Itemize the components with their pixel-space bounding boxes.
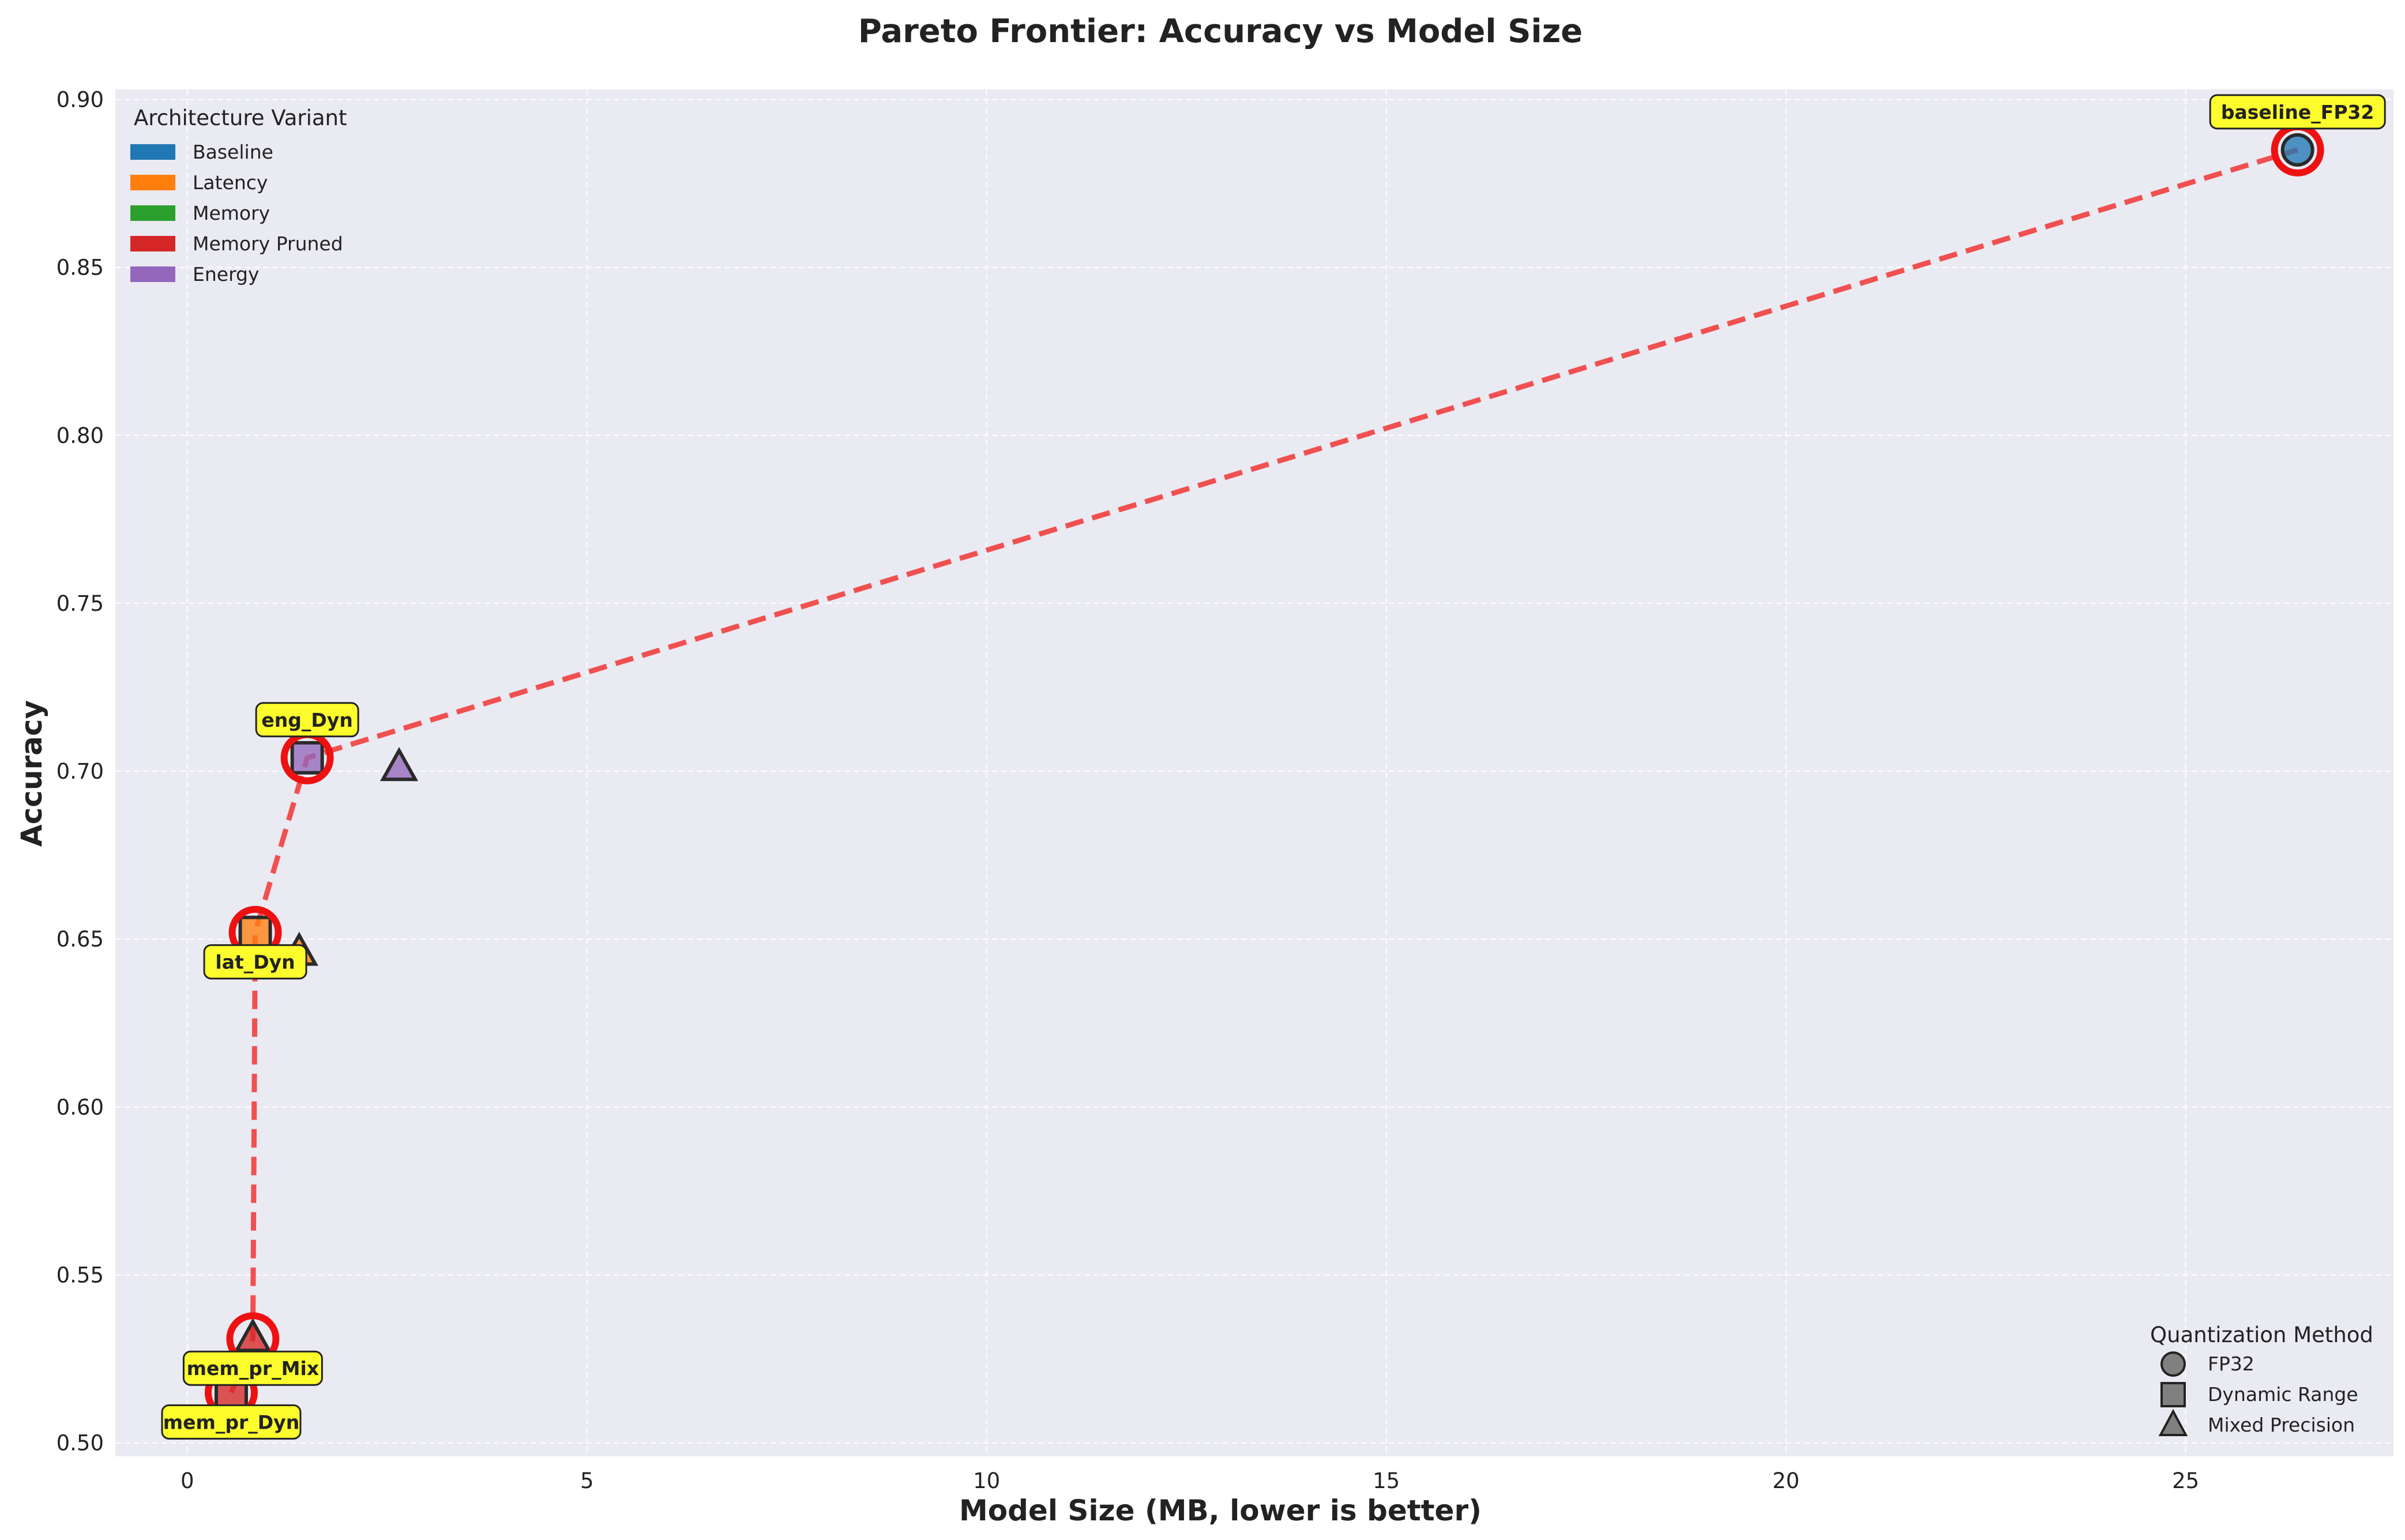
variant-legend-title: Architecture Variant	[134, 106, 347, 130]
point-energy-square	[290, 741, 324, 775]
chart-title: Pareto Frontier: Accuracy vs Model Size	[858, 13, 1583, 50]
x-tick-label: 15	[1373, 1468, 1400, 1493]
quant-legend-label-circle: FP32	[2208, 1353, 2254, 1375]
point-latency-square	[238, 915, 272, 949]
annotation-label: mem_pr_Dyn	[163, 1411, 299, 1433]
annotation-mem-pr-dyn: mem_pr_Dyn	[161, 1404, 302, 1440]
annotation-label: eng_Dyn	[261, 709, 352, 731]
legend-label-energy: Energy	[193, 263, 260, 286]
point-baseline-circle	[2280, 133, 2314, 167]
y-tick-label: 0.65	[57, 927, 104, 952]
legend-label-latency: Latency	[193, 171, 268, 194]
legend-label-baseline: Baseline	[193, 141, 273, 163]
x-tick-label: 25	[2172, 1468, 2199, 1493]
legend-marker-square	[2160, 1382, 2186, 1407]
grid-lines	[115, 89, 2393, 1456]
annotation-box	[203, 944, 307, 980]
y-axis-label: Accuracy	[15, 700, 48, 847]
legend-swatch-memory	[130, 205, 175, 221]
quantization-legend: Quantization Method FP32 Dynamic Range Mixe…	[2150, 1323, 2373, 1436]
point-energy-triangle	[379, 747, 419, 782]
annotation-box	[2209, 94, 2386, 130]
x-tick-label: 10	[973, 1468, 1000, 1493]
data-points	[204, 123, 2324, 1419]
annotation-box	[161, 1404, 302, 1440]
y-tick-label: 0.75	[57, 591, 104, 616]
legend-swatch-latency	[130, 175, 175, 190]
legend-marker-circle	[2160, 1351, 2186, 1377]
point-memory-pruned-triangle	[234, 1318, 272, 1353]
legend-swatch-memory-pruned	[130, 236, 175, 251]
legend-swatch-energy	[130, 266, 175, 282]
legend-swatch-baseline	[130, 144, 175, 160]
y-tick-label: 0.55	[57, 1263, 104, 1288]
y-tick-label: 0.90	[57, 87, 104, 112]
annotation-label: baseline_FP32	[2221, 101, 2374, 123]
variant-legend: Architecture Variant Baseline Latency Memor…	[130, 106, 347, 286]
annotation-baseline-fp32: baseline_FP32	[2209, 94, 2386, 130]
legend-label-memory-pruned: Memory Pruned	[193, 232, 343, 255]
quant-legend-label-square: Dynamic Range	[2208, 1383, 2358, 1406]
legend-label-memory: Memory	[193, 202, 270, 224]
axis-ticks: 0 5 10 15 20 25 0.50 0.55 0.60 0.65 0.70 0.75 0.80 0.…	[57, 87, 2200, 1493]
y-tick-label: 0.50	[57, 1431, 104, 1456]
x-tick-label: 5	[580, 1468, 594, 1493]
annotation-label: lat_Dyn	[215, 951, 295, 974]
annotation-box	[255, 702, 359, 738]
x-tick-label: 20	[1772, 1468, 1799, 1493]
annotation-box	[182, 1350, 323, 1386]
y-tick-label: 0.80	[57, 423, 104, 448]
x-tick-label: 0	[181, 1468, 194, 1493]
annotation-lat-dyn: lat_Dyn	[203, 944, 307, 980]
quant-legend-title: Quantization Method	[2150, 1323, 2373, 1347]
y-tick-label: 0.85	[57, 256, 104, 280]
x-axis-label: Model Size (MB, lower is better)	[959, 1494, 1482, 1527]
annotation-mem-pr-mix: mem_pr_Mix	[182, 1350, 323, 1386]
annotations: baseline_FP32 lat_Dyn eng_Dyn mem_pr_Dyn mem…	[161, 94, 2386, 1440]
y-tick-label: 0.70	[57, 759, 104, 784]
annotation-eng-dyn: eng_Dyn	[255, 702, 359, 738]
legend-marker-triangle	[2158, 1408, 2188, 1436]
quant-legend-label-triangle: Mixed Precision	[2208, 1414, 2355, 1436]
annotation-label: mem_pr_Mix	[187, 1357, 320, 1380]
plot-area	[115, 89, 2393, 1456]
y-tick-label: 0.60	[57, 1095, 104, 1120]
